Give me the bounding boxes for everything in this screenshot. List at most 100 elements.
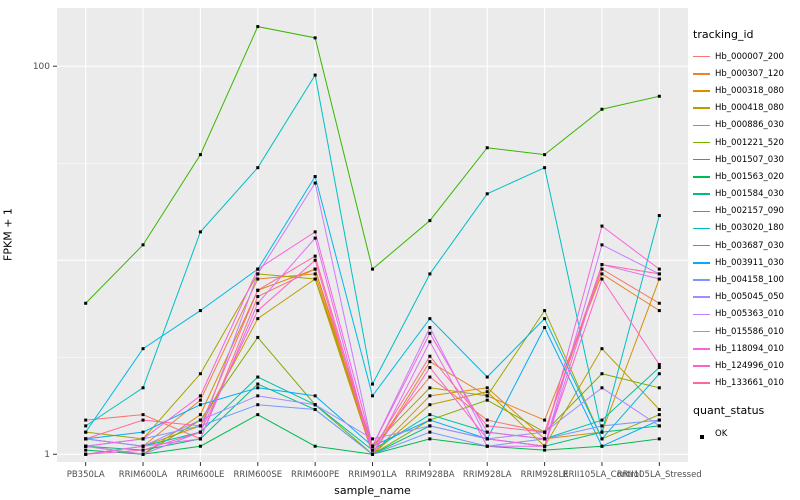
data-point bbox=[428, 394, 432, 398]
data-point bbox=[141, 448, 145, 452]
legend-item: Hb_004158_100 bbox=[693, 271, 799, 288]
legend-item: Hb_005045_050 bbox=[693, 289, 799, 306]
legend2-title: quant_status bbox=[693, 404, 765, 417]
data-point bbox=[198, 372, 202, 376]
data-point bbox=[600, 107, 604, 111]
data-point bbox=[600, 224, 604, 228]
legend-label: Hb_003911_030 bbox=[715, 257, 784, 268]
data-point bbox=[313, 236, 317, 240]
data-point bbox=[657, 214, 661, 218]
data-point bbox=[256, 272, 260, 276]
data-point bbox=[543, 153, 547, 157]
legend-key-line bbox=[693, 227, 710, 230]
data-point bbox=[256, 277, 260, 281]
data-point bbox=[428, 403, 432, 407]
data-point bbox=[198, 403, 202, 407]
legend-key-line bbox=[693, 55, 710, 58]
data-point bbox=[485, 375, 489, 379]
legend-item: Hb_000007_200 bbox=[693, 48, 799, 65]
data-point bbox=[313, 272, 317, 276]
data-point bbox=[371, 437, 374, 441]
data-point bbox=[141, 386, 145, 390]
data-point bbox=[198, 424, 202, 428]
data-point bbox=[657, 363, 661, 367]
data-point bbox=[485, 394, 489, 398]
data-point bbox=[313, 175, 317, 179]
data-point bbox=[313, 36, 317, 40]
data-point bbox=[371, 267, 374, 271]
data-point bbox=[256, 335, 260, 339]
data-point bbox=[198, 444, 202, 448]
black-square-point-icon bbox=[693, 424, 710, 443]
data-point bbox=[256, 288, 260, 292]
data-point bbox=[313, 267, 317, 271]
y-tick-label: 1 bbox=[44, 450, 50, 460]
data-point bbox=[371, 444, 374, 448]
data-point bbox=[657, 386, 661, 390]
data-point bbox=[657, 309, 661, 313]
data-point bbox=[198, 437, 202, 441]
data-point bbox=[428, 430, 432, 434]
data-point bbox=[198, 398, 202, 402]
legend-item: Hb_133661_010 bbox=[693, 375, 799, 392]
data-point bbox=[543, 166, 547, 170]
legend-label: Hb_001507_030 bbox=[715, 154, 784, 165]
legend-key-line bbox=[693, 90, 710, 92]
data-point bbox=[84, 444, 88, 448]
data-point bbox=[485, 437, 489, 441]
legend-label: Hb_001584_030 bbox=[715, 189, 784, 200]
legend-label: Hb_000307_120 bbox=[715, 68, 784, 79]
data-point bbox=[84, 437, 88, 441]
legend-item: Hb_000318_080 bbox=[693, 82, 799, 99]
x-tick-label: RRII105LA_Control bbox=[563, 470, 642, 480]
legend-item: Hb_001563_020 bbox=[693, 168, 799, 185]
legend-key-line bbox=[693, 244, 710, 247]
data-point bbox=[256, 375, 260, 379]
data-point bbox=[428, 331, 432, 335]
legend-title: tracking_id bbox=[693, 28, 754, 41]
legend-item: Hb_001507_030 bbox=[693, 151, 799, 168]
data-point bbox=[657, 272, 661, 276]
legend-label: Hb_005363_010 bbox=[715, 309, 784, 320]
legend-label: Hb_133661_010 bbox=[715, 378, 784, 389]
data-point bbox=[600, 430, 604, 434]
data-point bbox=[141, 437, 145, 441]
data-point bbox=[600, 263, 604, 267]
data-point bbox=[198, 309, 202, 313]
legend-item: Hb_124996_010 bbox=[693, 357, 799, 374]
legend-label: Hb_001563_020 bbox=[715, 171, 784, 182]
data-point bbox=[256, 301, 260, 305]
data-point bbox=[485, 390, 489, 394]
legend-key-line bbox=[693, 158, 710, 161]
data-point bbox=[256, 267, 260, 271]
data-point bbox=[256, 386, 260, 390]
x-tick-label: RRIM600PE bbox=[291, 470, 339, 480]
data-point bbox=[543, 444, 547, 448]
x-tick-label: RRIM600SE bbox=[233, 470, 282, 480]
data-point bbox=[543, 317, 547, 321]
legend-item: Hb_000886_030 bbox=[693, 117, 799, 134]
data-point bbox=[141, 347, 145, 351]
legend-key-line bbox=[693, 107, 710, 109]
data-point bbox=[198, 153, 202, 157]
data-point bbox=[141, 243, 145, 247]
data-point bbox=[657, 408, 661, 412]
legend-label: Hb_000886_030 bbox=[715, 120, 784, 131]
data-point bbox=[256, 166, 260, 170]
legend-key-line bbox=[693, 176, 710, 178]
data-point bbox=[313, 403, 317, 407]
data-point bbox=[543, 448, 547, 452]
data-point bbox=[657, 94, 661, 98]
data-point bbox=[428, 326, 432, 330]
data-point bbox=[485, 386, 489, 390]
data-point bbox=[428, 437, 432, 441]
data-point bbox=[600, 386, 604, 390]
data-point bbox=[141, 413, 145, 417]
data-point bbox=[600, 277, 604, 281]
data-point bbox=[657, 301, 661, 305]
legend-label: Hb_124996_010 bbox=[715, 360, 784, 371]
data-point bbox=[657, 267, 661, 271]
x-tick-label: PB350LA bbox=[67, 470, 105, 480]
